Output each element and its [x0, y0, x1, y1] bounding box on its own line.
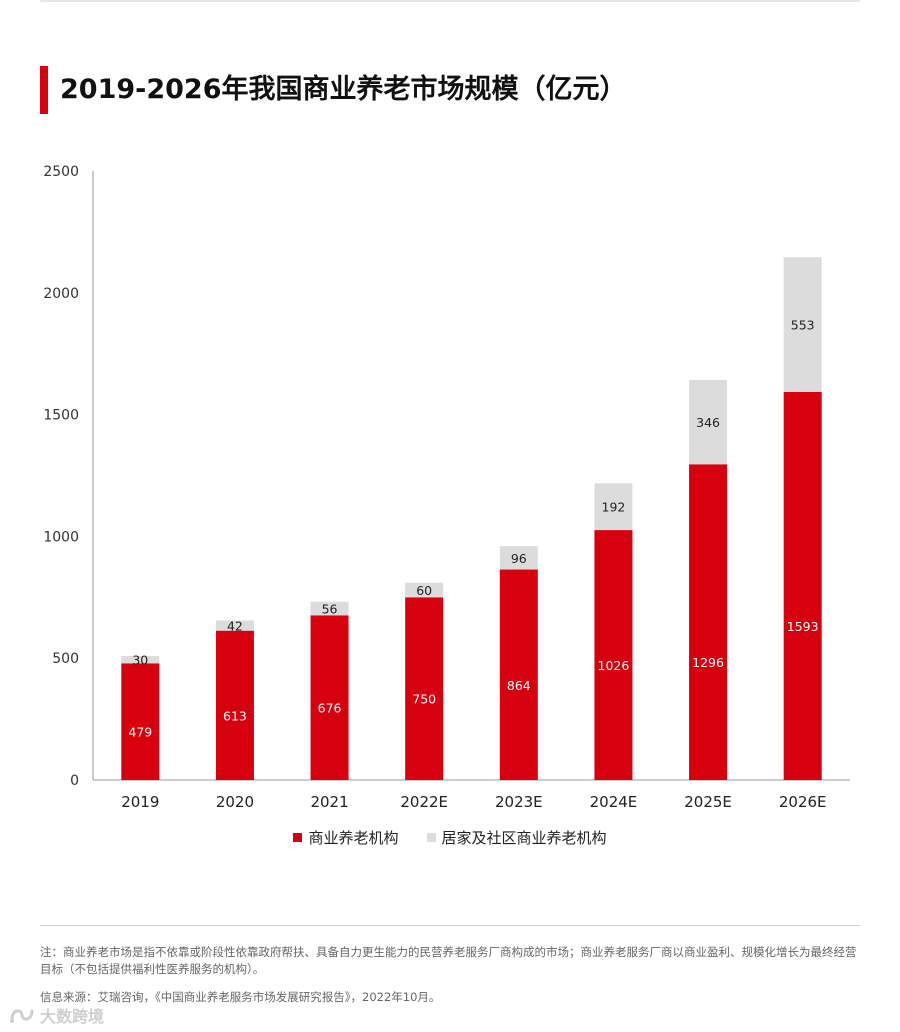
source-note: 信息来源：艾瑞咨询，《中国商业养老服务市场发展研究报告》，2022年10月。	[40, 990, 441, 1004]
bar-value-label: 750	[412, 692, 436, 707]
bar-primary	[405, 597, 444, 780]
x-tick-label: 2019	[121, 793, 159, 811]
footnote: 注：商业养老市场是指不依靠或阶段性依靠政府帮扶、具备自力更生能力的民营养老服务厂…	[40, 945, 857, 976]
bar-value-label: 1296	[692, 655, 724, 670]
bar-primary	[310, 615, 349, 780]
x-tick-label: 2025E	[684, 793, 732, 811]
x-tick-label: 2023E	[495, 793, 543, 811]
bar-value-label: 56	[322, 602, 338, 617]
y-tick-label: 2000	[43, 286, 79, 302]
bar-value-label: 1026	[598, 658, 630, 673]
watermark: 大数跨境	[8, 1003, 104, 1027]
bar-primary	[215, 630, 254, 780]
watermark-text: 大数跨境	[40, 1007, 105, 1026]
bar-value-label: 676	[318, 701, 342, 716]
legend-label-primary: 商业养老机构	[308, 829, 399, 847]
bar-value-label: 42	[227, 619, 243, 634]
legend-item-secondary: 居家及社区商业养老机构	[426, 827, 607, 848]
legend-swatch-secondary	[426, 833, 436, 842]
bar-secondary	[499, 546, 538, 570]
bar-secondary	[310, 601, 349, 616]
bar-value-label: 30	[132, 653, 148, 668]
legend-label-secondary: 居家及社区商业养老机构	[441, 829, 607, 847]
bar-primary	[594, 530, 633, 780]
bar-secondary	[215, 620, 254, 631]
stacked-bar-chart: 0 500 1000 1500 2000 2500 479 30 2019 613 42 2020 67…	[43, 164, 850, 811]
bar-secondary	[594, 483, 633, 531]
bar-value-label: 553	[791, 318, 815, 333]
legend-item-primary: 商业养老机构	[293, 827, 399, 848]
bar-value-label: 60	[416, 583, 432, 598]
x-tick-label: 2026E	[779, 793, 827, 811]
bar-primary	[783, 391, 822, 780]
bar-secondary	[783, 257, 822, 392]
bar-primary	[689, 464, 728, 780]
bar-value-label: 864	[507, 678, 531, 693]
bar-value-label: 479	[128, 725, 152, 740]
bar-secondary	[405, 582, 444, 598]
y-tick-label: 500	[52, 651, 79, 667]
top-rule	[40, 0, 860, 2]
bar-value-label: 346	[696, 415, 720, 430]
bar-primary	[499, 569, 538, 780]
y-tick-label: 1000	[43, 529, 79, 545]
chart-legend: 商业养老机构 居家及社区商业养老机构	[0, 827, 900, 848]
footer-divider	[40, 925, 860, 926]
y-tick-label: 1500	[43, 408, 79, 424]
x-tick-label: 2022E	[400, 793, 448, 811]
y-tick-label: 0	[70, 773, 79, 789]
legend-swatch-primary	[293, 833, 303, 842]
bar-value-label: 96	[511, 551, 527, 566]
x-tick-label: 2024E	[590, 793, 638, 811]
bar-value-label: 613	[223, 708, 247, 723]
bar-secondary	[121, 656, 160, 664]
title-accent-bar	[40, 66, 48, 114]
x-tick-label: 2020	[216, 793, 254, 811]
chart-title: 2019-2026年我国商业养老市场规模（亿元）	[60, 74, 627, 105]
watermark-logo-icon	[10, 1009, 34, 1023]
bar-value-label: 192	[602, 500, 626, 515]
y-tick-label: 2500	[43, 164, 79, 180]
bar-secondary	[689, 380, 728, 465]
bar-primary	[121, 663, 160, 780]
bar-value-label: 1593	[787, 619, 819, 634]
x-tick-label: 2021	[310, 793, 348, 811]
